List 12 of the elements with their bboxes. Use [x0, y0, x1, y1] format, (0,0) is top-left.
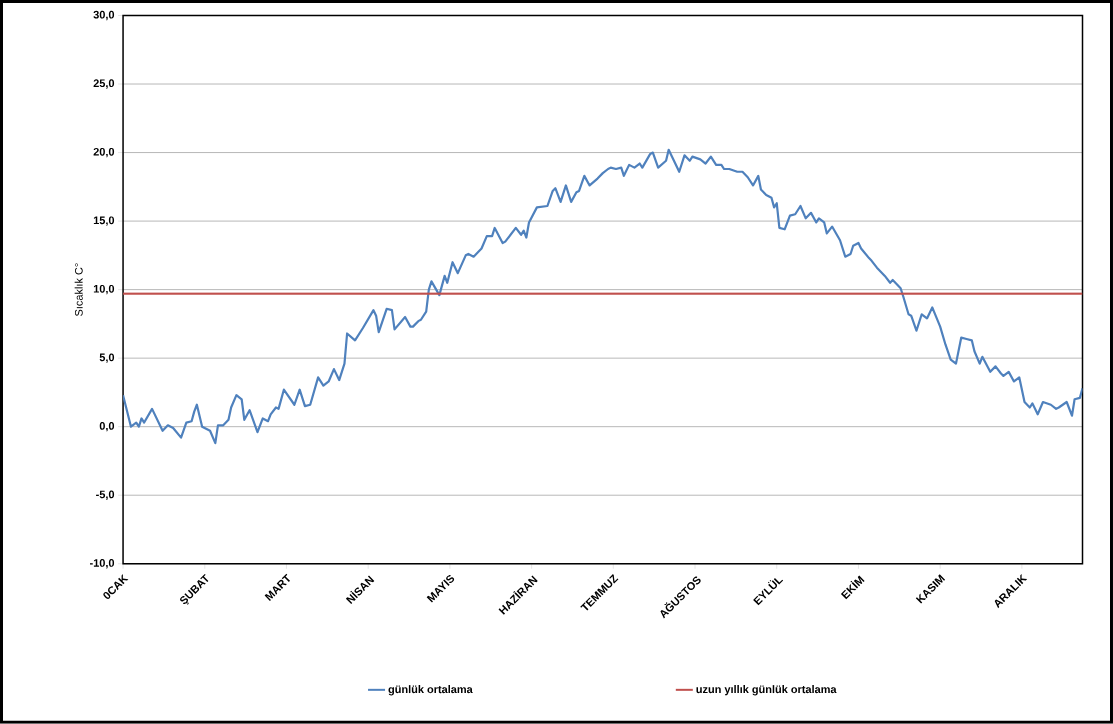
y-tick-label: 5,0: [99, 353, 115, 363]
y-tick-label: 30,0: [93, 10, 115, 21]
y-tick-label: -5,0: [96, 490, 115, 500]
y-tick-label: -10,0: [89, 559, 115, 569]
y-tick-label: 15,0: [93, 216, 115, 226]
legend-label: uzun yıllık günlük ortalama: [696, 685, 837, 696]
y-axis-title: Sıcaklık C°: [74, 263, 83, 317]
y-tick-label: 0,0: [99, 422, 115, 432]
y-tick-label: 25,0: [93, 79, 115, 89]
y-tick-label: 10,0: [93, 285, 115, 295]
y-tick-label: 20,0: [93, 147, 115, 158]
legend-label: günlük ortalama: [388, 685, 473, 696]
